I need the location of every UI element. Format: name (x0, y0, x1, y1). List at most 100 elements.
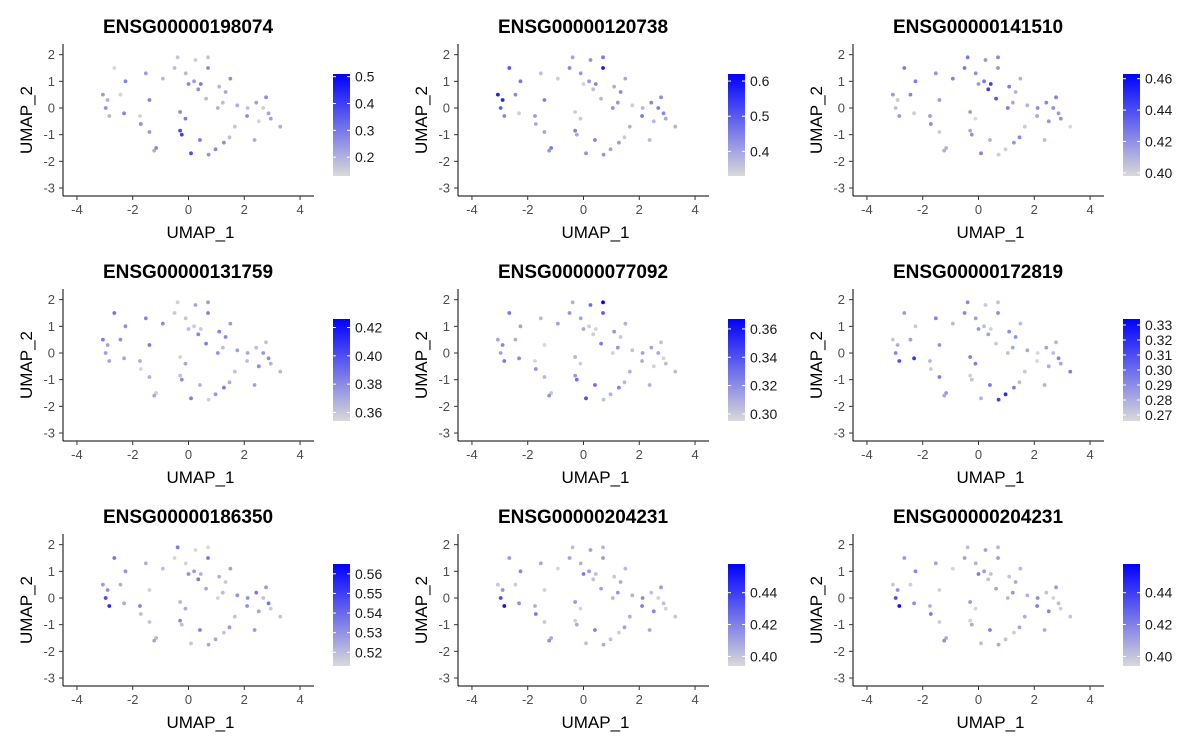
cell-point (591, 332, 596, 337)
cell-point (608, 637, 613, 642)
cell-point (1046, 119, 1051, 124)
cell-point (538, 316, 543, 321)
cell-point (937, 98, 942, 102)
cell-point (647, 383, 652, 387)
cell-point (206, 152, 211, 157)
cell-point (204, 96, 208, 101)
cell-point (986, 332, 991, 337)
cell-point (222, 630, 226, 635)
cell-point (204, 586, 208, 591)
cell-point (982, 324, 986, 329)
x-tick-label: 4 (1086, 692, 1093, 707)
cell-point (578, 71, 583, 76)
y-tick-label: 2 (838, 47, 845, 62)
cell-point (895, 588, 900, 592)
colorbar (333, 319, 350, 421)
cell-point (1003, 637, 1008, 642)
cell-point (608, 147, 613, 152)
cell-point (143, 316, 148, 321)
cell-point (944, 146, 949, 150)
y-tick-label: -3 (43, 181, 55, 196)
cell-point (160, 566, 165, 571)
x-tick-label: -4 (71, 447, 83, 462)
x-tick-label: -4 (861, 692, 873, 707)
x-tick-label: -2 (522, 692, 534, 707)
cell-point (587, 324, 591, 329)
x-axis-title: UMAP_1 (166, 713, 234, 732)
cell-point (890, 582, 895, 587)
cell-point (965, 300, 970, 305)
cell-point (1025, 348, 1030, 353)
cell-point (495, 582, 500, 587)
cell-point (192, 569, 196, 574)
cell-point (1025, 103, 1030, 108)
cell-point (555, 321, 560, 326)
cell-point (601, 152, 606, 157)
colorbar-label: 0.4 (750, 143, 770, 159)
x-tick-label: -4 (466, 692, 478, 707)
cell-point (189, 151, 193, 156)
cell-point (937, 375, 942, 379)
panel-6: ENSG00000172819 -4 -2 0 2 4 2 1 0 -1 -2 -3 UMAP_1 UMA… (807, 262, 1172, 487)
x-tick-label: -4 (466, 202, 478, 217)
x-tick-label: 0 (185, 692, 192, 707)
cell-point (1017, 380, 1022, 385)
cell-point (547, 148, 552, 153)
panel-9: ENSG00000204231 -4 -2 0 2 4 2 1 0 -1 -2 -3 UMAP_1 UMA… (807, 507, 1172, 732)
cell-point (542, 620, 547, 624)
cell-point (988, 138, 992, 142)
cell-point (227, 380, 232, 385)
cell-point (507, 556, 512, 560)
cell-point (673, 614, 678, 619)
cell-point (622, 625, 627, 630)
cell-point (1035, 106, 1040, 110)
y-tick-label: 2 (443, 47, 450, 62)
cell-point (996, 66, 1000, 70)
cell-point (617, 385, 621, 390)
panel-title: ENSG00000131759 (103, 262, 273, 283)
x-tick-label: 2 (241, 692, 248, 707)
cell-point (969, 622, 974, 627)
cell-point (518, 324, 523, 329)
cell-point (1042, 138, 1047, 142)
cell-point (570, 300, 575, 305)
cell-point (1046, 364, 1051, 369)
x-axis-title: UMAP_1 (166, 468, 234, 487)
x-axis-title: UMAP_1 (561, 713, 629, 732)
y-tick-label: -3 (438, 671, 450, 686)
panel-title: ENSG00000204231 (893, 507, 1064, 528)
y-tick-label: -1 (438, 127, 450, 142)
cell-point (498, 106, 503, 110)
colorbar-label: 0.30 (750, 406, 777, 422)
cell-point (973, 561, 978, 566)
cell-point (533, 612, 538, 616)
cell-point (538, 561, 543, 566)
cell-point (215, 106, 220, 110)
cell-point (937, 130, 942, 134)
cell-point (982, 79, 986, 84)
cell-point (983, 548, 988, 552)
cell-point (969, 377, 974, 382)
cell-point (612, 84, 617, 89)
cell-point (1056, 111, 1061, 116)
cell-point (227, 625, 232, 630)
cell-point (278, 369, 283, 374)
x-tick-label: 2 (636, 692, 643, 707)
cell-point (192, 79, 196, 84)
cell-point (147, 343, 152, 347)
colorbar-label: 0.3 (355, 122, 375, 138)
cell-point (1035, 604, 1039, 608)
panel-title: ENSG00000204231 (498, 507, 669, 528)
cell-point (928, 122, 933, 126)
cell-point (656, 596, 661, 600)
cell-point (513, 582, 518, 587)
cell-point (578, 561, 583, 566)
cell-point (147, 130, 152, 134)
cell-point (254, 345, 259, 350)
cell-point (138, 367, 143, 371)
cell-point (601, 642, 606, 647)
x-tick-label: 4 (691, 447, 698, 462)
cell-point (160, 76, 165, 81)
cell-point (500, 588, 505, 592)
colorbar-label: 0.33 (1145, 317, 1172, 333)
